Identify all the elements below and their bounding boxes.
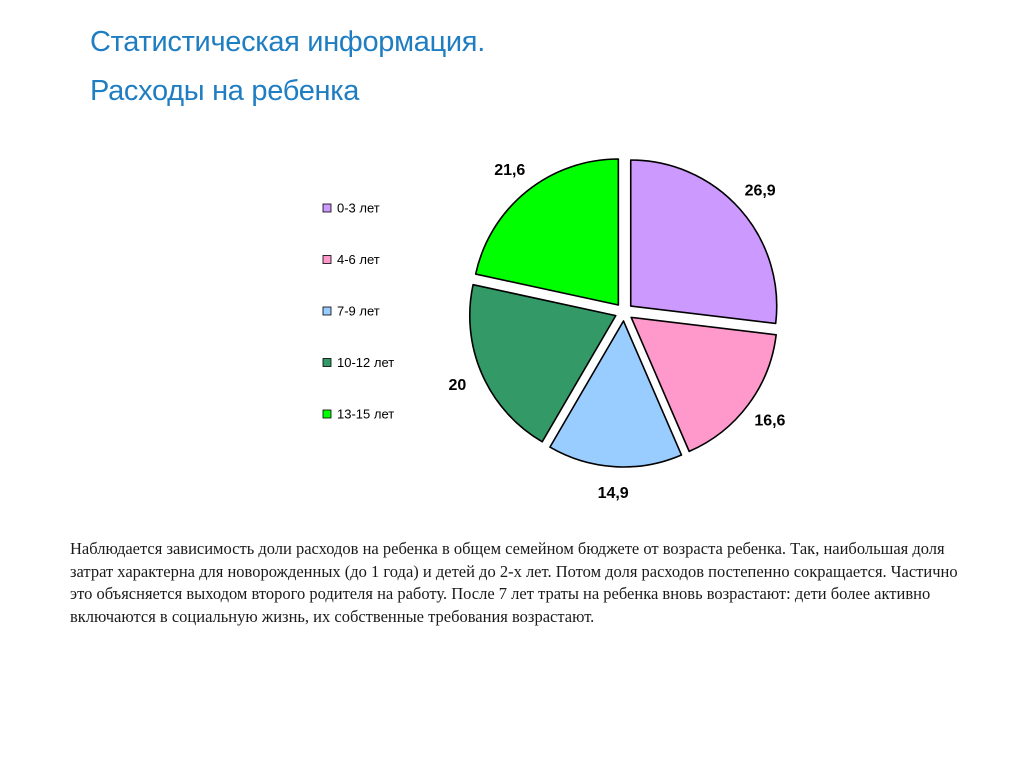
data-label-0-3: 26,9 — [745, 183, 776, 200]
pie-data-labels: 26,9 16,6 14,9 20 21,6 — [449, 162, 786, 502]
legend-swatch-10-12 — [322, 358, 332, 367]
legend-swatch-13-15 — [322, 409, 332, 419]
pie-slice-7-9 — [549, 320, 683, 468]
pie-slice-0-3 — [629, 159, 778, 325]
data-label-10-12: 20 — [449, 377, 467, 394]
pie-slice-10-12 — [468, 283, 617, 443]
legend-label-0-3: 0-3 лет — [337, 201, 380, 216]
slide-title: Статистическая информация. — [90, 26, 485, 58]
pie-slice-13-15 — [474, 158, 620, 306]
data-label-7-9: 14,9 — [598, 485, 629, 502]
slide-subtitle: Расходы на ребенка — [90, 75, 360, 107]
data-label-4-6: 16,6 — [754, 412, 785, 429]
chart-legend: 0-3 лет 4-6 лет 7-9 лет 10-12 лет 13-15 лет — [322, 201, 394, 422]
data-label-13-15: 21,6 — [494, 162, 525, 179]
legend-label-10-12: 10-12 лет — [337, 355, 394, 370]
legend-swatch-7-9 — [322, 306, 332, 316]
legend-swatch-0-3 — [322, 203, 332, 213]
description-paragraph: Наблюдается зависимость доли расходов на… — [70, 539, 958, 626]
legend-label-13-15: 13-15 лет — [337, 407, 394, 422]
pie-slice-4-6 — [630, 316, 777, 453]
legend-swatch-4-6 — [322, 255, 332, 264]
pie-slices — [468, 158, 778, 468]
legend-label-4-6: 4-6 лет — [337, 252, 380, 267]
legend-label-7-9: 7-9 лет — [337, 304, 380, 319]
